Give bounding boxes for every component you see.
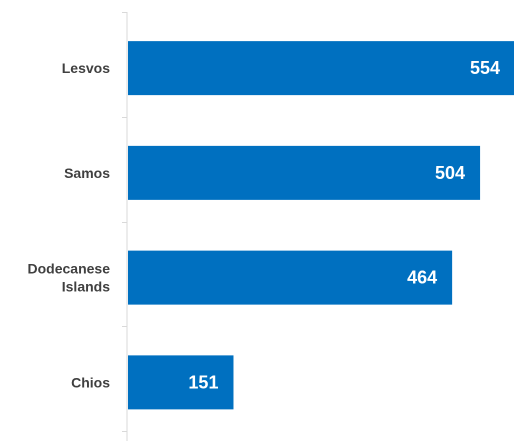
data-label: 151 bbox=[188, 372, 218, 392]
category-label: Lesvos bbox=[62, 60, 110, 76]
bar-chios bbox=[128, 355, 234, 410]
data-label: 554 bbox=[470, 58, 500, 78]
labels: 554 Lesvos 504 Samos 464 Dodecanese Islands 151… bbox=[28, 58, 500, 392]
bars bbox=[128, 41, 514, 410]
data-label: 504 bbox=[435, 163, 465, 183]
category-label: Dodecanese Islands bbox=[28, 261, 111, 295]
data-label: 464 bbox=[407, 268, 437, 288]
bar-dodecanese-islands bbox=[128, 250, 453, 305]
category-label: Samos bbox=[64, 165, 110, 181]
bar-lesvos bbox=[128, 41, 514, 96]
category-axis bbox=[122, 12, 128, 441]
bar-samos bbox=[128, 145, 481, 200]
category-label: Chios bbox=[71, 374, 110, 390]
